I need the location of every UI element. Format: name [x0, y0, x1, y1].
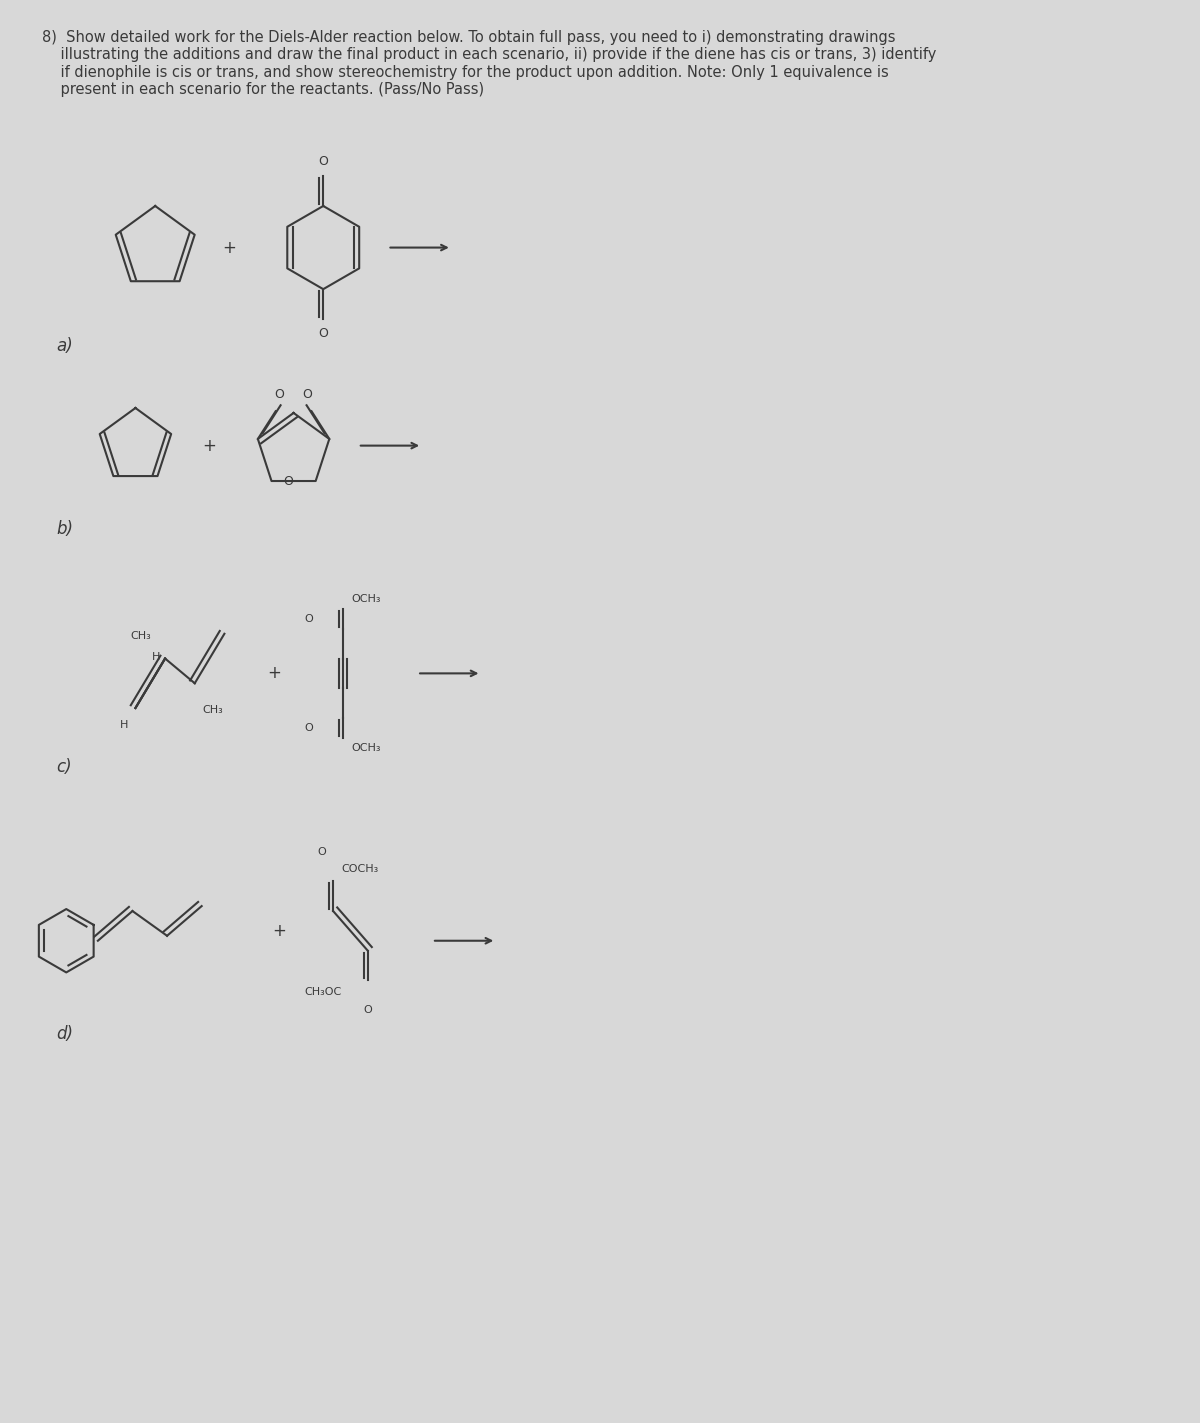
Text: +: +	[203, 437, 216, 454]
Text: d): d)	[56, 1025, 73, 1043]
Text: O: O	[302, 388, 312, 401]
Text: c): c)	[56, 757, 72, 776]
Text: COCH₃: COCH₃	[341, 864, 378, 875]
Text: +: +	[222, 239, 236, 256]
Text: O: O	[318, 155, 328, 168]
Text: CH₃: CH₃	[130, 630, 151, 640]
Text: O: O	[283, 474, 293, 488]
Text: O: O	[317, 847, 325, 857]
Text: O: O	[318, 327, 328, 340]
Text: 8)  Show detailed work for the Diels-Alder reaction below. To obtain full pass, : 8) Show detailed work for the Diels-Alde…	[42, 30, 936, 97]
Text: O: O	[275, 388, 284, 401]
Text: +: +	[272, 922, 286, 939]
Text: CH₃OC: CH₃OC	[305, 988, 342, 998]
Text: CH₃: CH₃	[203, 704, 223, 716]
Text: +: +	[266, 665, 281, 683]
Text: OCH₃: OCH₃	[350, 743, 380, 753]
Text: O: O	[304, 723, 313, 733]
Text: H: H	[151, 652, 160, 662]
Text: O: O	[304, 613, 313, 623]
Text: a): a)	[56, 337, 73, 354]
Text: b): b)	[56, 519, 73, 538]
Text: H: H	[119, 720, 127, 730]
Text: O: O	[364, 1005, 372, 1015]
Text: OCH₃: OCH₃	[350, 595, 380, 605]
